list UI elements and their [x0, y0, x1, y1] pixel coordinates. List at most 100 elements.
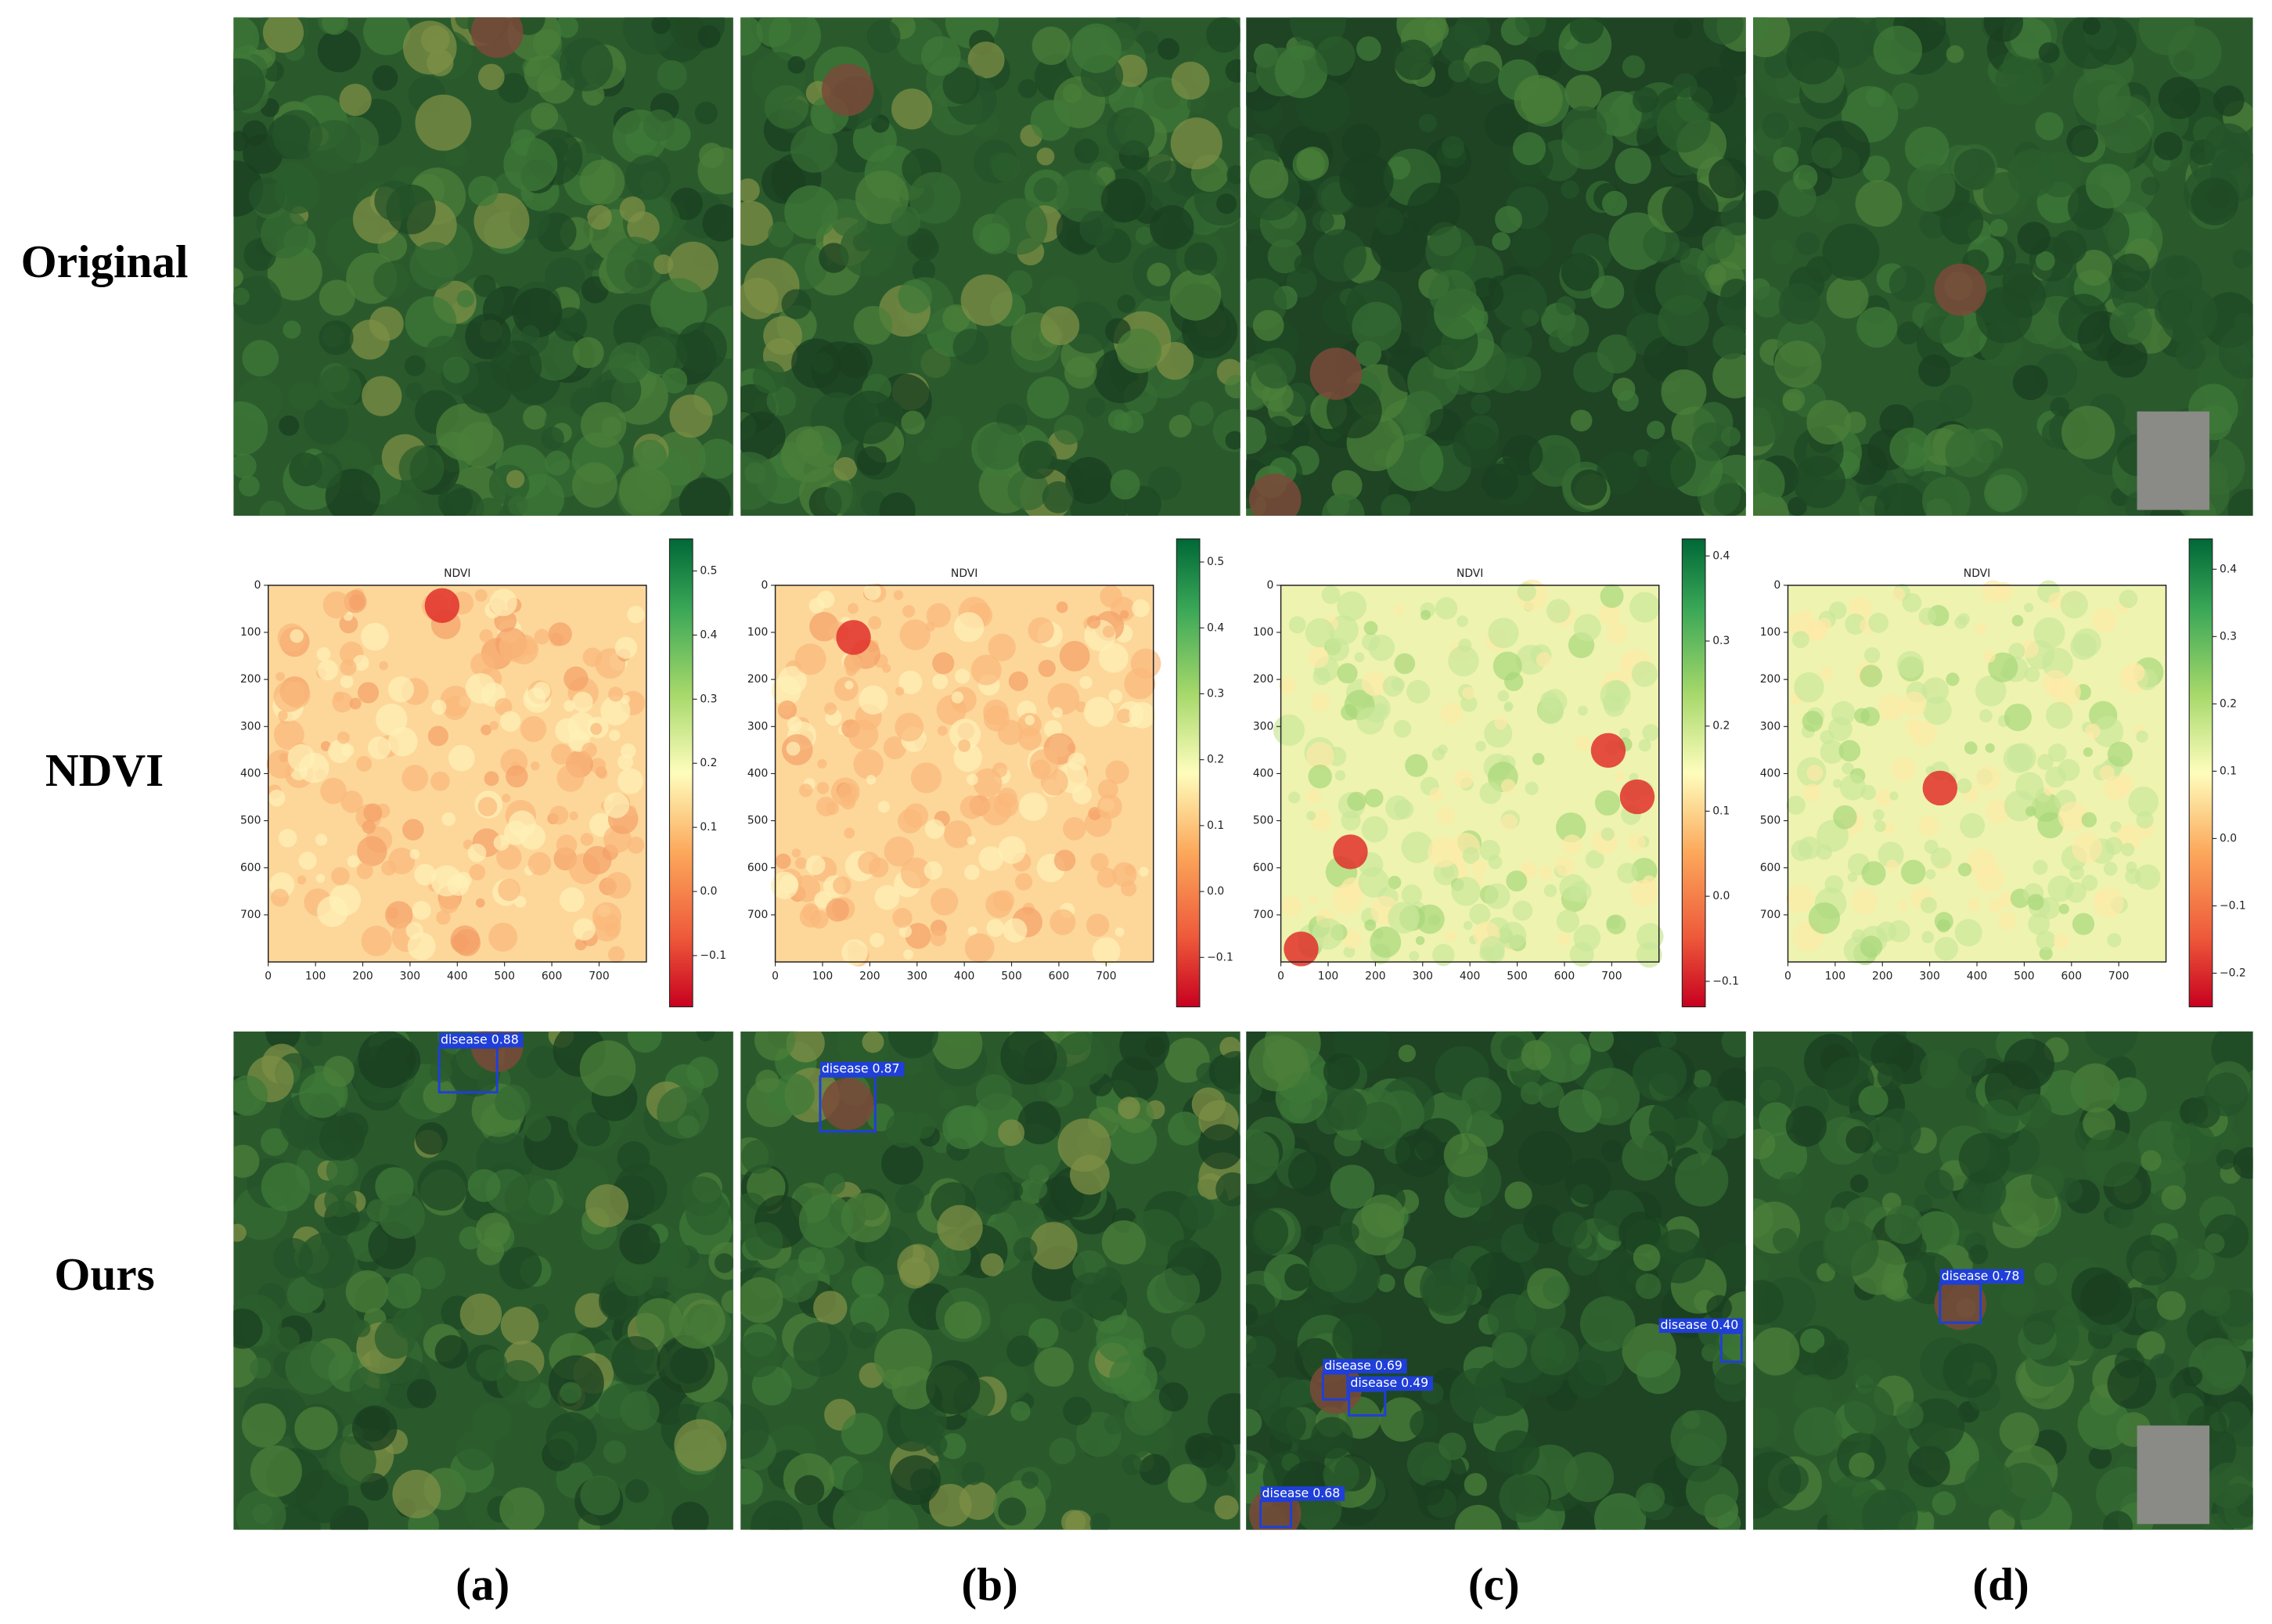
tree [1010, 1401, 1031, 1421]
y-tick-label: 400 [1760, 767, 1781, 780]
canopy [233, 1031, 733, 1530]
heatmap-blob [1401, 831, 1433, 863]
heatmap-blob [1368, 634, 1395, 661]
heatmap-blob [1492, 651, 1522, 681]
heatmap-blob [1382, 675, 1404, 697]
tree [1216, 193, 1237, 214]
tree [372, 65, 398, 91]
tree [1772, 1227, 1798, 1254]
tree [1106, 107, 1155, 156]
heatmap-blob [2046, 701, 2073, 729]
heatmap-blob [1428, 837, 1459, 868]
tree [1571, 469, 1608, 506]
tree [1721, 1031, 1746, 1058]
tree [1042, 481, 1075, 513]
heatmap-blob [1832, 779, 1842, 788]
tree [1063, 1396, 1092, 1426]
detection-label-bg [1260, 1486, 1345, 1501]
heatmap-blob [1920, 897, 1937, 914]
tree [2112, 1077, 2147, 1112]
tree [1406, 182, 1460, 236]
tree [975, 1074, 1012, 1111]
tree [1635, 1273, 1662, 1299]
tree [1356, 36, 1381, 61]
y-tick-label: 700 [240, 909, 261, 921]
tree [363, 17, 411, 56]
tree [317, 29, 361, 73]
tree [1863, 155, 1890, 183]
heatmap-blob [1124, 864, 1136, 877]
heatmap-blob [1279, 677, 1296, 694]
tree [1018, 440, 1057, 480]
tree [661, 367, 688, 394]
heatmap-blob [1448, 645, 1479, 677]
heatmap-blob [2104, 776, 2129, 801]
tree [1150, 205, 1194, 250]
tree [1924, 1169, 1954, 1199]
tree [1420, 1259, 1478, 1316]
row-label: Original [21, 236, 189, 287]
heatmap-blob [1794, 672, 1824, 703]
tree [916, 439, 941, 463]
tree [1717, 1068, 1746, 1104]
heatmap-blob [924, 861, 942, 880]
tree [1785, 1106, 1827, 1147]
tree [1579, 1296, 1636, 1352]
heatmap-blob [1924, 839, 1939, 854]
tree [1215, 1050, 1240, 1095]
tree [898, 279, 932, 314]
tree [1856, 307, 1898, 348]
tree [1881, 1273, 1908, 1300]
tree [752, 361, 786, 394]
heatmap-blob [1401, 884, 1423, 906]
heatmap-blob [1306, 811, 1316, 821]
tree [353, 1320, 371, 1338]
tree [1811, 137, 1842, 169]
heatmap-blob [1833, 805, 1857, 830]
tree [1982, 171, 2029, 218]
tree [1908, 1446, 1950, 1488]
y-tick-label: 200 [747, 673, 768, 686]
tree [740, 452, 778, 510]
heatmap-blob [1982, 650, 1996, 663]
tree [1907, 164, 1956, 212]
tree [1356, 1101, 1402, 1147]
tree [1246, 1454, 1258, 1475]
tree [1502, 434, 1543, 476]
heatmap-blob [998, 836, 1026, 864]
tree [866, 19, 901, 54]
heatmap-blob [1573, 614, 1601, 642]
tree [1535, 49, 1562, 77]
tree [259, 500, 286, 516]
tree [654, 254, 674, 275]
heatmap-blob [331, 866, 350, 886]
tree [2207, 184, 2232, 209]
tree [1773, 146, 1799, 172]
heatmap-blob [2020, 639, 2039, 659]
tree [584, 252, 603, 271]
colorbar-tick-label: 0.0 [1712, 890, 1730, 902]
tree [323, 1056, 355, 1087]
tree [1939, 200, 1984, 245]
heatmap-blob [1954, 616, 1968, 629]
tree [526, 1046, 560, 1078]
heatmap-blob [816, 796, 837, 817]
tree [2213, 85, 2245, 117]
heatmap-blob [1921, 931, 1934, 944]
tree [1984, 474, 2022, 513]
heatmap-blob [1806, 619, 1827, 641]
heatmap-blob [1585, 849, 1604, 869]
detection-box [1321, 1372, 1349, 1401]
heatmap-blob [2134, 864, 2161, 890]
y-tick-label: 200 [1760, 673, 1781, 686]
tree [1795, 232, 1820, 256]
heatmap-blob [1512, 900, 1533, 921]
heatmap-blob [1083, 697, 1114, 727]
heatmap-blob [499, 711, 521, 732]
heatmap-blob [898, 670, 923, 694]
tree [576, 1111, 610, 1147]
heatmap-blob [1451, 877, 1481, 906]
x-tick-label: 500 [1001, 970, 1021, 983]
row-label: Ours [54, 1248, 154, 1300]
heatmap-blob [1050, 909, 1076, 935]
